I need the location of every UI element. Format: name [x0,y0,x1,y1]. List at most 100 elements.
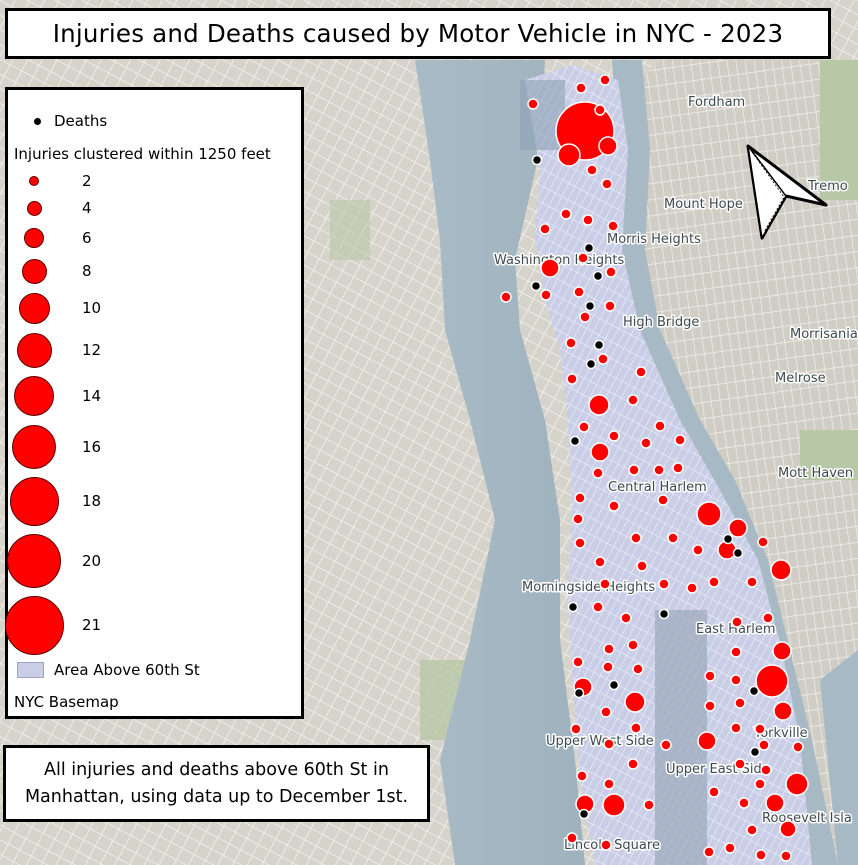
injury-cluster [746,576,758,588]
death-markers [530,154,761,820]
death-marker [585,358,597,370]
injuries-header: Injuries clustered within 1250 feet [14,145,271,163]
injury-cluster [527,98,539,110]
injury-cluster [630,722,642,734]
place-label: Washington Heights [494,253,625,268]
injury-cluster [755,664,789,698]
title-box: Injuries and Deaths caused by Motor Vehi… [5,8,831,59]
injury-cluster [602,793,626,817]
place-label: Mount Hope [664,197,743,212]
place-label: Mott Haven [778,466,853,481]
injury-cluster [566,373,578,385]
place-label: Morrisania [790,327,858,342]
park [820,60,858,200]
injury-cluster [632,663,644,675]
injury-cluster [728,518,748,538]
injury-cluster [539,223,551,235]
injury-cluster [731,616,743,628]
park [330,200,370,260]
death-marker [608,679,620,691]
injury-cluster [588,394,610,416]
injury-cluster [620,612,632,624]
injury-cluster [624,691,646,713]
death-marker [749,746,761,758]
injury-cluster [627,758,639,770]
injury-cluster [607,220,619,232]
legend-size-label: 18 [82,492,102,510]
death-marker [531,154,543,166]
injury-cluster [628,464,640,476]
injury-cluster [603,643,615,655]
injury-cluster [578,421,590,433]
injury-cluster [627,394,639,406]
injury-cluster [657,494,669,506]
injury-cluster [573,286,585,298]
injury-cluster [602,661,614,673]
injury-cluster [643,799,655,811]
legend-size-label: 21 [82,616,102,634]
injury-cluster [758,739,770,751]
legend-size-circle [21,258,47,284]
injury-cluster [654,420,666,432]
death-marker [732,547,744,559]
injury-cluster [560,208,572,220]
injury-cluster [586,164,598,176]
injury-cluster [785,772,809,796]
legend-size-label: 6 [82,229,92,247]
injury-cluster [792,741,804,753]
injury-cluster [600,839,612,851]
injury-cluster [773,701,793,721]
legend-size-circle [29,176,39,186]
map-title: Injuries and Deaths caused by Motor Vehi… [52,19,784,48]
injury-cluster [597,353,609,365]
injury-clusters [500,74,809,862]
death-marker [583,242,595,254]
injury-cluster [605,266,617,278]
death-marker [578,808,590,820]
injury-cluster [566,832,578,844]
legend-size-circle [4,595,64,655]
injury-cluster [697,731,717,751]
injury-cluster [590,442,610,462]
injury-cluster [686,582,698,594]
injury-cluster [696,501,722,527]
note-line-2: Manhattan, using data up to December 1st… [24,786,409,807]
injury-cluster [772,641,792,661]
death-marker [658,608,670,620]
injury-cluster [704,700,716,712]
injury-cluster [704,670,716,682]
death-legend-icon [34,118,41,125]
injury-cluster [557,143,581,167]
legend-size-label: 10 [82,299,102,317]
injury-cluster [572,513,584,525]
legend-size-circle [18,292,50,324]
injury-cluster [754,723,766,735]
injury-cluster [594,556,606,568]
place-label: Lincoln Square [564,838,660,853]
north-arrow-icon [746,144,828,241]
injury-cluster [734,758,746,770]
place-label: East Harlem [696,622,776,637]
legend-size-circle [26,200,42,216]
injury-cluster [575,82,587,94]
death-marker [573,687,585,699]
death-marker [569,435,581,447]
injury-cluster [746,824,758,836]
injury-cluster [579,311,591,323]
injury-cluster [738,797,750,809]
legend-size-circle [14,376,54,416]
area-above-60th [525,65,812,865]
injury-cluster [599,578,611,590]
death-marker [722,533,734,545]
place-label: Upper West Side [546,734,654,749]
injury-cluster [604,300,616,312]
injury-cluster [636,560,648,572]
east-river [820,650,858,865]
injury-cluster [730,674,742,686]
injury-cluster [601,178,613,190]
death-marker [593,339,605,351]
death-marker [584,300,596,312]
injury-cluster [565,337,577,349]
injury-cluster [760,764,772,776]
